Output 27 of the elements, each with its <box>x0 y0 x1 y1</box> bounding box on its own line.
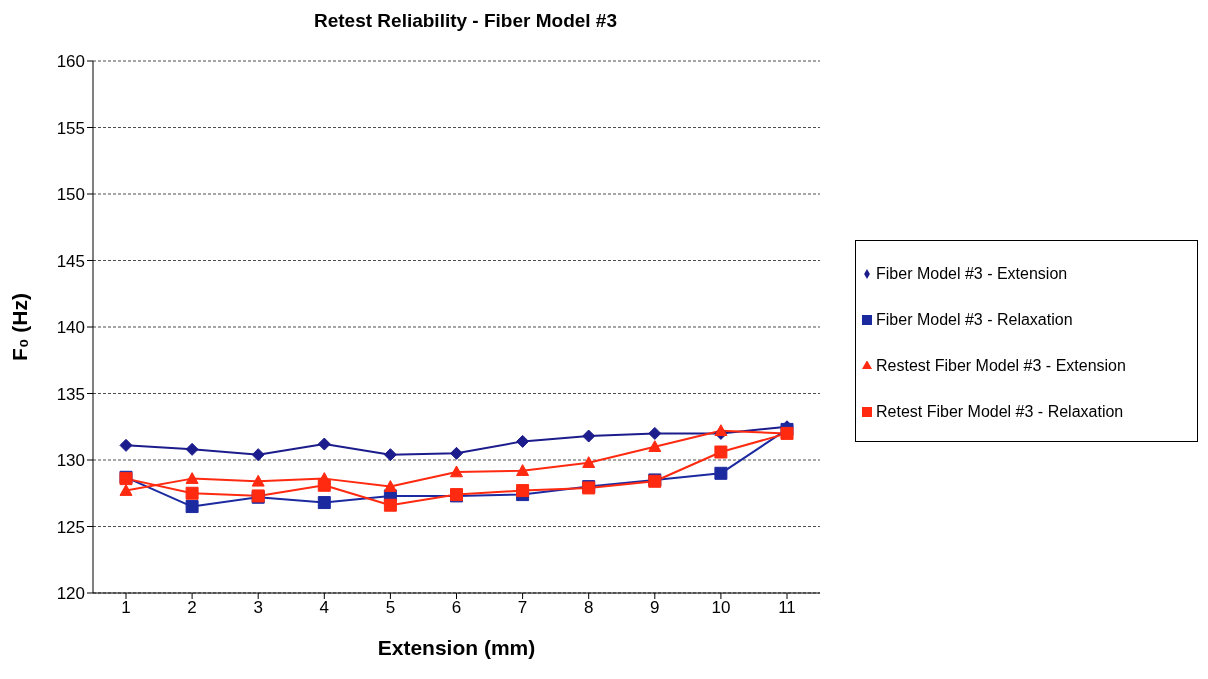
x-tick-label: 6 <box>451 598 462 618</box>
legend-label: Fiber Model #3 - Extension <box>876 264 1068 282</box>
legend-label: Retest Fiber Model #3 - Relaxation <box>876 402 1124 420</box>
y-axis-title: F₀ (Hz) <box>8 293 32 361</box>
y-tick-label: 155 <box>56 118 85 138</box>
x-tick-label: 2 <box>187 598 197 618</box>
x-tick-label: 7 <box>517 598 528 618</box>
y-tick-label: 145 <box>56 251 85 271</box>
y-tick-label: 120 <box>56 584 85 604</box>
x-tick-label: 8 <box>583 598 594 618</box>
y-tick-label: 160 <box>56 52 85 72</box>
x-tick-label: 3 <box>253 598 263 618</box>
chart-title: Retest Reliability - Fiber Model #3 <box>313 10 618 32</box>
x-tick-label: 9 <box>650 598 660 618</box>
y-tick-label: 150 <box>56 185 85 205</box>
y-tick-label: 140 <box>56 318 85 338</box>
legend-label: Fiber Model #3 - Relaxation <box>876 310 1073 328</box>
x-tick-label: 4 <box>319 598 330 618</box>
y-tick-label: 130 <box>56 451 85 471</box>
x-tick-label: 5 <box>385 598 396 618</box>
x-tick-label: 11 <box>778 598 796 618</box>
y-tick-label: 125 <box>56 517 85 537</box>
y-tick-label: 135 <box>56 384 85 404</box>
x-axis-title: Extension (mm) <box>377 636 536 659</box>
legend-label: Restest Fiber Model #3 - Extension <box>876 356 1126 374</box>
x-tick-label: 10 <box>711 598 731 618</box>
x-tick-label: 1 <box>121 598 131 618</box>
